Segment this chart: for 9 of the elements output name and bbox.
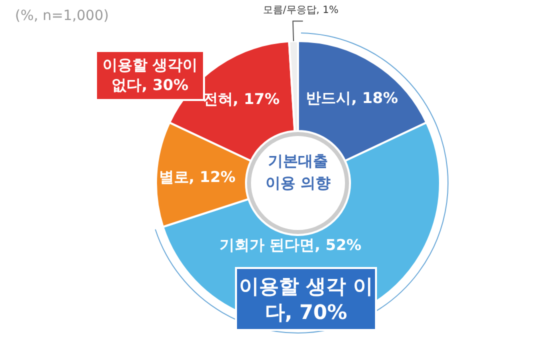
- text: (%, n=1,000): [15, 8, 110, 24]
- slice-label: 반드시, 18%: [305, 88, 400, 109]
- slice-label: 별로, 12%: [158, 166, 237, 188]
- slice-label: 전혀, 17%: [202, 90, 280, 108]
- text: 이용할 생각 이다, 70%: [235, 267, 377, 331]
- slice-label: 모름/무응답, 1%: [262, 4, 338, 18]
- text: 기본대출 이용 의향: [264, 151, 332, 194]
- slice-label: 기회가 된다면, 52%: [218, 234, 362, 256]
- text: 이용할 생각이 없다, 30%: [102, 56, 198, 94]
